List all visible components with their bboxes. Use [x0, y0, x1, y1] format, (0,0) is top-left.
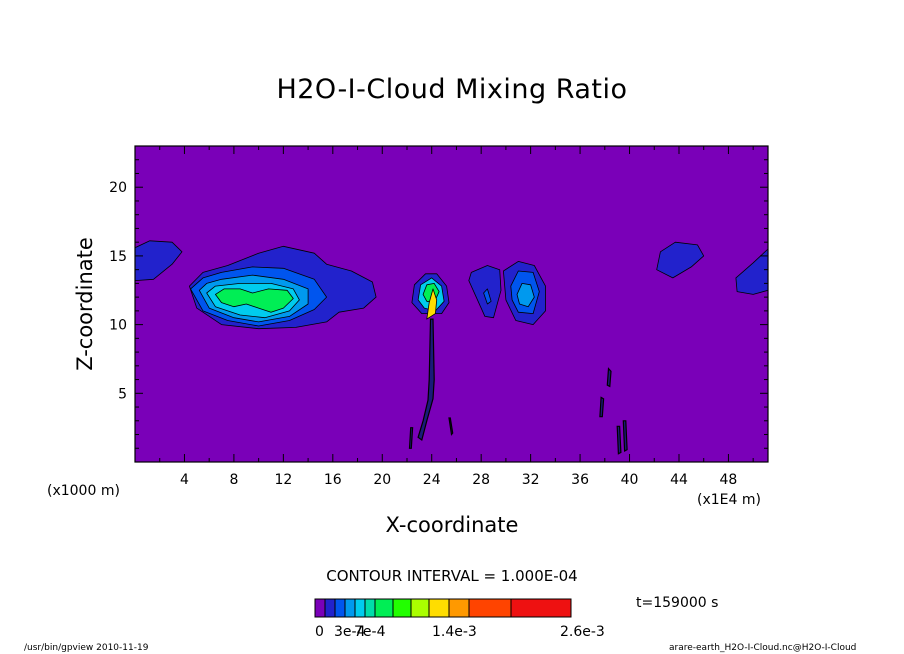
contour-main-cloud-level5 — [214, 288, 294, 313]
chart-title: H2O-I-Cloud Mixing Ratio — [276, 74, 628, 105]
colorbar-segment — [354, 598, 366, 618]
contour-right-cloud-c — [656, 241, 705, 279]
contour-streak-6 — [448, 417, 454, 436]
x-tick-label: 16 — [324, 472, 342, 488]
contour-interval-label: CONTOUR INTERVAL = 1.000E-04 — [326, 567, 578, 585]
contour-central-cell-yellow — [426, 288, 438, 320]
colorbar-segment — [314, 598, 326, 618]
x-tick-label: 24 — [423, 472, 441, 488]
x-tick-label: 20 — [373, 472, 391, 488]
x-tick-label: 28 — [472, 472, 490, 488]
x-unit-left-label: (x1000 m) — [47, 483, 120, 499]
y-axis-label: Z-coordinate — [73, 237, 97, 371]
contour-streak-2 — [606, 367, 612, 388]
colorbar-segment — [448, 598, 470, 618]
time-label: t=159000 s — [636, 595, 719, 611]
y-tick-label: 10 — [109, 318, 127, 334]
colorbar-label: 2.6e-3 — [560, 624, 605, 640]
x-tick-label: 40 — [621, 472, 639, 488]
contour-right-edge-cloud — [735, 248, 768, 295]
colorbar-label: 7e-4 — [354, 624, 386, 640]
colorbar-segment — [410, 598, 430, 618]
contour-streak-1 — [417, 318, 435, 442]
contour-streak-7 — [408, 427, 414, 449]
contour-streak-3 — [599, 396, 605, 418]
x-tick-label: 36 — [571, 472, 589, 488]
x-tick-label: 12 — [274, 472, 292, 488]
x-axis-label: X-coordinate — [385, 513, 519, 537]
contour-regions — [135, 240, 768, 455]
x-tick-label: 48 — [720, 472, 738, 488]
colorbar-label: 1.4e-3 — [432, 624, 477, 640]
x-tick-label: 4 — [180, 472, 189, 488]
plot-area — [135, 146, 768, 462]
x-tick-label: 8 — [229, 472, 238, 488]
colorbar-segment — [374, 598, 394, 618]
footer-right-text: arare-earth_H2O-I-Cloud.nc@H2O-I-Cloud — [669, 643, 857, 653]
footer-left-text: /usr/bin/gpview 2010-11-19 — [24, 643, 149, 653]
y-tick-label: 20 — [109, 180, 127, 196]
colorbar-segment — [364, 598, 376, 618]
contour-streak-4 — [616, 425, 622, 455]
x-tick-label: 44 — [670, 472, 688, 488]
colorbar-segment — [344, 598, 356, 618]
contour-right-cloud-b-level3 — [516, 282, 535, 308]
y-tick-label: 5 — [118, 386, 127, 402]
x-unit-right-label: (x1E4 m) — [697, 492, 761, 508]
x-tick-label: 32 — [522, 472, 540, 488]
colorbar-segment — [334, 598, 346, 618]
colorbar-segment — [392, 598, 412, 618]
plot-frame — [134, 145, 769, 463]
colorbar-label: 3e-4 — [334, 624, 366, 640]
contour-streak-5 — [622, 420, 628, 452]
contour-right-cloud-a-inner — [483, 288, 492, 305]
colorbar: 0 3e-47e-4 1.4e-3 2.6e-3 — [314, 598, 605, 640]
colorbar-segment — [468, 598, 512, 618]
colorbar-label: 0 — [315, 624, 324, 640]
colorbar-segment — [428, 598, 450, 618]
colorbar-segment — [510, 598, 572, 618]
contour-left-edge-cloud — [135, 240, 183, 282]
colorbar-segment — [324, 598, 336, 618]
y-tick-label: 15 — [109, 249, 127, 265]
